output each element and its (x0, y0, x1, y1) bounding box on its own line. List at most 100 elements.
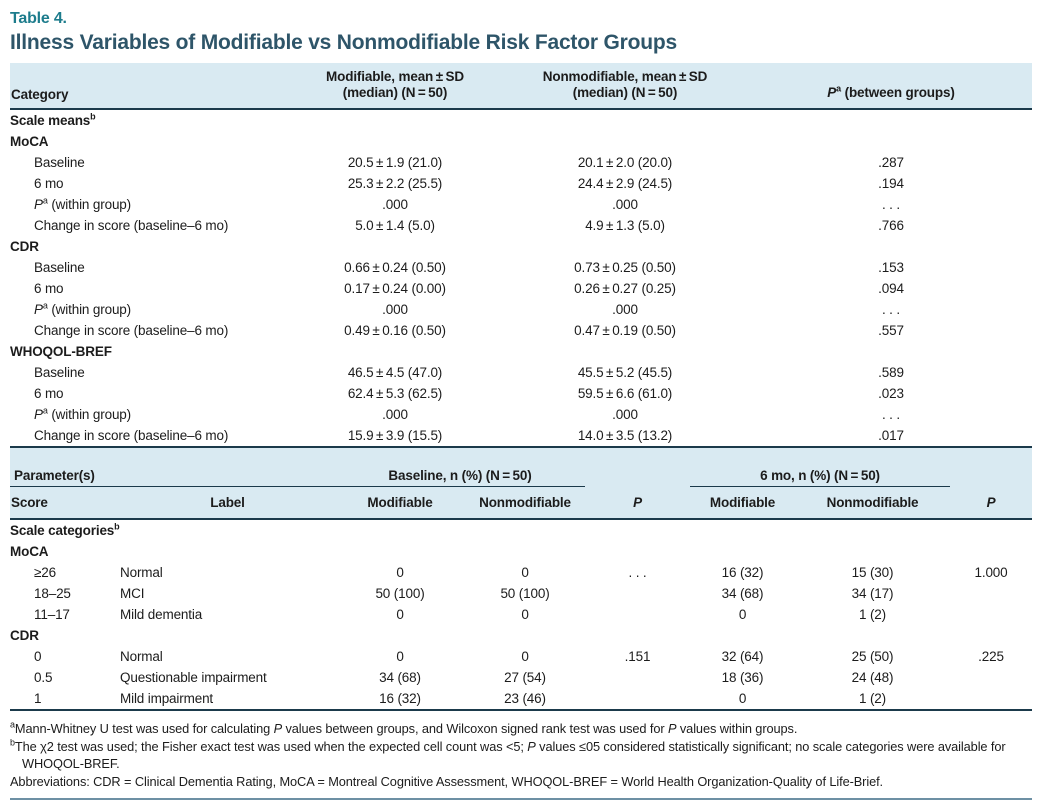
table-row: Pa (within group) .000 .000 . . . (10, 194, 1032, 215)
table-row: 6 mo 25.3 ± 2.2 (25.5) 24.4 ± 2.9 (24.5) .1… (10, 173, 1032, 194)
score-cell: 1 (34, 690, 42, 706)
header-line: Nonmodifiable, mean ± SD (542, 69, 708, 84)
row-label: WHOQOL-BREF (10, 343, 112, 359)
section-label: CDR (10, 627, 39, 643)
col-header-modifiable-mean: Modifiable, mean ± SD (median) (N = 50) (290, 63, 500, 110)
cell: 25.3 ± 2.2 (25.5) (347, 175, 443, 191)
footnote-text: values between groups, and Wilcoxon sign… (282, 720, 668, 736)
group-header-spacer (585, 445, 691, 487)
row-label: Scale meansb (10, 111, 96, 128)
cell: .225 (978, 648, 1004, 664)
header-line: Modifiable, mean ± SD (326, 69, 464, 84)
score-cell: 11–17 (34, 606, 70, 622)
cell: 16 (32) (379, 690, 421, 706)
cell: 16 (32) (721, 564, 764, 580)
table-row: Baseline 20.5 ± 1.9 (21.0) 20.1 ± 2.0 (20.… (10, 152, 1032, 173)
cell: 34 (68) (721, 585, 764, 601)
cell: 0.73 ± 0.25 (0.50) (574, 259, 676, 275)
cell: 24.4 ± 2.9 (24.5) (577, 175, 673, 191)
table-row: WHOQOL-BREF (10, 341, 1032, 362)
col-header-p-between-groups: Pa (between groups) (750, 63, 1032, 110)
row-label: 6 mo (34, 175, 64, 191)
cell: 20.5 ± 1.9 (21.0) (347, 154, 443, 170)
cell (950, 604, 1032, 625)
col-header-category: Category (10, 63, 290, 110)
row-label: 6 mo (34, 280, 64, 296)
cell: .153 (878, 259, 904, 275)
cell: 0 (396, 606, 404, 622)
score-cell: 18–25 (34, 585, 71, 601)
cell (500, 131, 750, 152)
footnote-marker-a: a (42, 300, 48, 311)
row-label: Baseline (34, 259, 85, 275)
cell (500, 341, 750, 362)
cell (290, 109, 500, 131)
categories-table-header: Parameter(s) Baseline, n (%) (N = 50) 6 … (10, 445, 1033, 520)
cell: 50 (100) (375, 585, 425, 601)
cell: .000 (612, 406, 638, 422)
cell: .287 (878, 154, 904, 170)
group-header-baseline: Baseline, n (%) (N = 50) (335, 445, 586, 487)
group-header-row: Parameter(s) Baseline, n (%) (N = 50) 6 … (10, 445, 1033, 487)
section-label: MoCA (10, 543, 49, 559)
cell: 34 (68) (379, 669, 421, 685)
col-header-label: Label (120, 486, 335, 520)
footnote: aMann-Whitney U test was used for calcul… (10, 720, 1032, 738)
row-label: Change in score (baseline–6 mo) (34, 322, 229, 338)
cell: .000 (612, 301, 638, 317)
means-table-header: Category Modifiable, mean ± SD (median) … (10, 63, 1032, 110)
cell: 27 (54) (504, 669, 546, 685)
cell: . . . (881, 406, 900, 422)
cell (585, 583, 690, 604)
means-header-row: Category Modifiable, mean ± SD (median) … (10, 63, 1032, 110)
col-header-nonmodifiable-6mo: Nonmodifiable (795, 486, 951, 520)
categories-table-body: Scale categoriesb MoCA ≥26 Normal 0 0 . . . 16 … (10, 519, 1032, 710)
cell: . . . (881, 301, 900, 317)
cell (750, 236, 1032, 257)
table-row: 6 mo 0.17 ± 0.24 (0.00) 0.26 ± 0.27 (0.25)… (10, 278, 1032, 299)
col-header-nonmodifiable-mean: Nonmodifiable, mean ± SD (median) (N = 5… (500, 63, 750, 110)
cell: 1.000 (974, 564, 1008, 580)
illness-variables-means-table: Category Modifiable, mean ± SD (median) … (10, 63, 1032, 446)
cell (585, 667, 690, 688)
row-label: MoCA (10, 133, 49, 149)
cell: 0.26 ± 0.27 (0.25) (574, 280, 676, 296)
row-label: Pa (within group) (34, 405, 132, 422)
col-header-score: Score (10, 486, 120, 520)
table-row: Pa (within group) .000 .000 . . . (10, 299, 1032, 320)
cell (290, 341, 500, 362)
row-label: Change in score (baseline–6 mo) (34, 427, 229, 443)
row-label: Pa (within group) (34, 195, 132, 212)
footnote-marker-b: b (114, 521, 120, 532)
group-header-6mo: 6 mo, n (%) (N = 50) (690, 445, 951, 487)
cell: 15.9 ± 3.9 (15.5) (347, 427, 443, 443)
table-row: Change in score (baseline–6 mo) 15.9 ± 3.… (10, 425, 1032, 446)
group-header-spacer (950, 445, 1033, 487)
label-cell: Normal (120, 564, 163, 580)
cell: .766 (878, 217, 904, 233)
cell: .000 (612, 196, 638, 212)
cell: 0.47 ± 0.19 (0.50) (574, 322, 676, 338)
table-row: MoCA (10, 131, 1032, 152)
col-header-modifiable-6mo: Modifiable (690, 486, 796, 520)
cell: . . . (881, 196, 900, 212)
cell: 4.9 ± 1.3 (5.0) (585, 217, 665, 233)
cell: 0 (521, 648, 529, 664)
p-symbol: P (827, 85, 837, 101)
footnote-text: Abbreviations: CDR = Clinical Dementia R… (10, 773, 884, 789)
cell: 1 (2) (859, 690, 887, 706)
score-cell: 0 (34, 648, 42, 664)
row-label: 6 mo (34, 385, 64, 401)
table-row: Change in score (baseline–6 mo) 0.49 ± 0.… (10, 320, 1032, 341)
cell (950, 583, 1032, 604)
cell: 50 (100) (500, 585, 550, 601)
scale-categories-table: Parameter(s) Baseline, n (%) (N = 50) 6 … (10, 445, 1033, 711)
cell (290, 131, 500, 152)
table-row: Change in score (baseline–6 mo) 5.0 ± 1.4… (10, 215, 1032, 236)
cell: .094 (878, 280, 904, 296)
cell (585, 604, 690, 625)
footnote-marker-b: b (10, 737, 15, 748)
cell (750, 131, 1032, 152)
table-row: ≥26 Normal 0 0 . . . 16 (32) 15 (30) 1.000 (10, 562, 1032, 583)
cell: .000 (382, 196, 408, 212)
